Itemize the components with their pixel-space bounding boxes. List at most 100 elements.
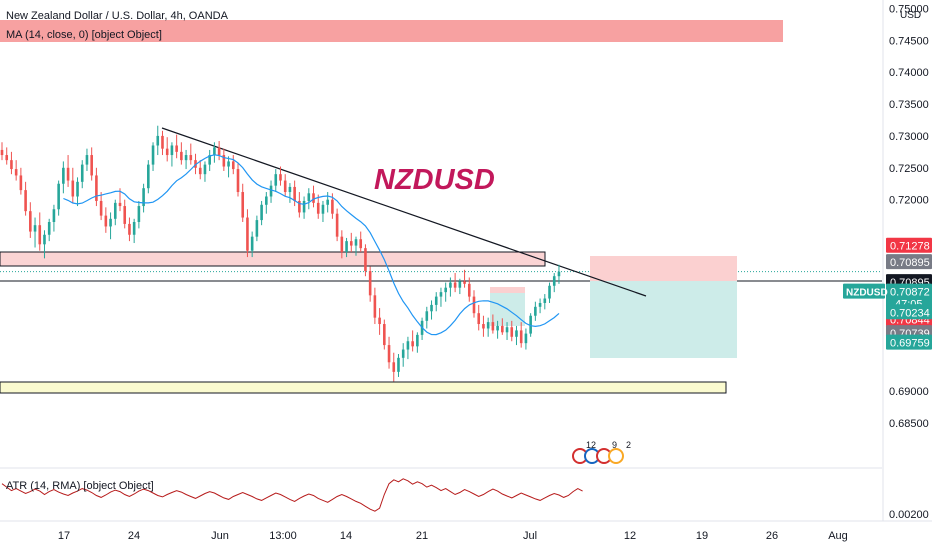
candle[interactable] xyxy=(345,237,348,258)
candle[interactable] xyxy=(5,147,9,165)
candle[interactable] xyxy=(189,143,193,165)
candle[interactable] xyxy=(57,180,60,216)
candle[interactable] xyxy=(416,332,419,353)
trendline[interactable] xyxy=(161,127,647,297)
candle[interactable] xyxy=(406,336,410,360)
candle[interactable] xyxy=(109,212,112,240)
descending-trendline[interactable] xyxy=(161,127,647,297)
candle[interactable] xyxy=(312,185,315,208)
candle[interactable] xyxy=(501,318,504,335)
support-zone[interactable] xyxy=(0,381,727,394)
candle[interactable] xyxy=(548,282,551,303)
candle[interactable] xyxy=(482,315,485,337)
candle[interactable] xyxy=(392,352,396,382)
candle[interactable] xyxy=(449,277,452,297)
candle[interactable] xyxy=(198,160,202,180)
candle[interactable] xyxy=(364,244,367,277)
candle[interactable] xyxy=(505,322,509,340)
candle[interactable] xyxy=(335,208,339,242)
candle[interactable] xyxy=(354,236,358,256)
candle[interactable] xyxy=(378,308,381,335)
economic-event-icon[interactable] xyxy=(608,448,624,464)
candle[interactable] xyxy=(227,156,230,178)
candle[interactable] xyxy=(434,292,438,312)
candle[interactable] xyxy=(104,207,108,233)
candles[interactable] xyxy=(0,125,561,382)
price-badge[interactable]: 0.70234 xyxy=(886,304,932,320)
candle[interactable] xyxy=(477,304,481,331)
candle[interactable] xyxy=(33,217,37,248)
candle[interactable] xyxy=(444,282,447,302)
candle[interactable] xyxy=(47,218,51,242)
candle[interactable] xyxy=(510,320,514,342)
candle[interactable] xyxy=(76,177,79,207)
candle[interactable] xyxy=(156,125,160,156)
candle[interactable] xyxy=(463,269,466,288)
candle[interactable] xyxy=(387,336,391,369)
candle[interactable] xyxy=(283,174,287,197)
candle[interactable] xyxy=(269,180,273,203)
candle[interactable] xyxy=(279,166,282,186)
candle[interactable] xyxy=(236,162,240,197)
position-stop-zone[interactable] xyxy=(590,256,737,281)
resistance-zone[interactable] xyxy=(0,251,546,267)
candle[interactable] xyxy=(85,148,89,171)
candle[interactable] xyxy=(19,167,23,195)
candle[interactable] xyxy=(66,155,70,187)
candle[interactable] xyxy=(529,313,532,337)
candle[interactable] xyxy=(250,231,254,258)
candle[interactable] xyxy=(71,167,75,203)
candle[interactable] xyxy=(170,142,174,167)
candle[interactable] xyxy=(213,142,216,163)
candle[interactable] xyxy=(10,151,13,175)
candle[interactable] xyxy=(534,301,537,321)
candle[interactable] xyxy=(425,306,429,329)
position-target-zone[interactable] xyxy=(590,281,737,358)
price-badge[interactable]: 0.69759 xyxy=(886,334,932,350)
candle[interactable] xyxy=(99,192,103,221)
candle[interactable] xyxy=(383,319,386,350)
candle[interactable] xyxy=(38,212,42,251)
candle[interactable] xyxy=(208,149,211,171)
candle[interactable] xyxy=(543,294,547,310)
candle[interactable] xyxy=(90,147,93,181)
candle[interactable] xyxy=(151,142,155,171)
candle[interactable] xyxy=(467,277,471,302)
price-badge[interactable]: 0.70895 xyxy=(886,254,932,270)
candle[interactable] xyxy=(113,199,117,226)
candle[interactable] xyxy=(52,204,56,232)
candle[interactable] xyxy=(24,181,27,216)
candle[interactable] xyxy=(359,231,363,252)
candle[interactable] xyxy=(161,130,164,156)
symbol-tag[interactable]: NZDUSD xyxy=(843,283,888,299)
candle[interactable] xyxy=(231,155,235,175)
candle[interactable] xyxy=(123,199,127,229)
candle[interactable] xyxy=(241,183,245,222)
candle[interactable] xyxy=(118,188,122,212)
candle[interactable] xyxy=(95,167,98,207)
candle[interactable] xyxy=(472,290,476,318)
candle[interactable] xyxy=(538,298,542,314)
candle[interactable] xyxy=(43,230,46,259)
candle[interactable] xyxy=(491,314,495,334)
candle[interactable] xyxy=(519,322,523,348)
time-axis[interactable]: 17 24 Jun 13:00 14 21 Jul 12 19 26 Aug xyxy=(58,530,848,542)
candle[interactable] xyxy=(453,273,457,293)
candle[interactable] xyxy=(552,273,556,293)
candle[interactable] xyxy=(430,300,433,320)
price-axis[interactable]: 0.75000 0.74500 0.74000 0.73500 0.73000 0.725… xyxy=(843,3,932,521)
candle[interactable] xyxy=(274,169,278,193)
candle[interactable] xyxy=(246,209,249,258)
candle[interactable] xyxy=(80,160,84,189)
candle[interactable] xyxy=(340,230,344,259)
candle[interactable] xyxy=(411,330,414,352)
candle[interactable] xyxy=(0,142,4,161)
candle[interactable] xyxy=(316,194,320,219)
event-icons[interactable]: 12 9 2 xyxy=(572,440,631,464)
candle[interactable] xyxy=(496,320,499,339)
candle[interactable] xyxy=(184,149,188,170)
candle[interactable] xyxy=(486,317,490,337)
candle[interactable] xyxy=(321,200,325,222)
candle[interactable] xyxy=(307,188,311,210)
candle[interactable] xyxy=(397,354,400,377)
